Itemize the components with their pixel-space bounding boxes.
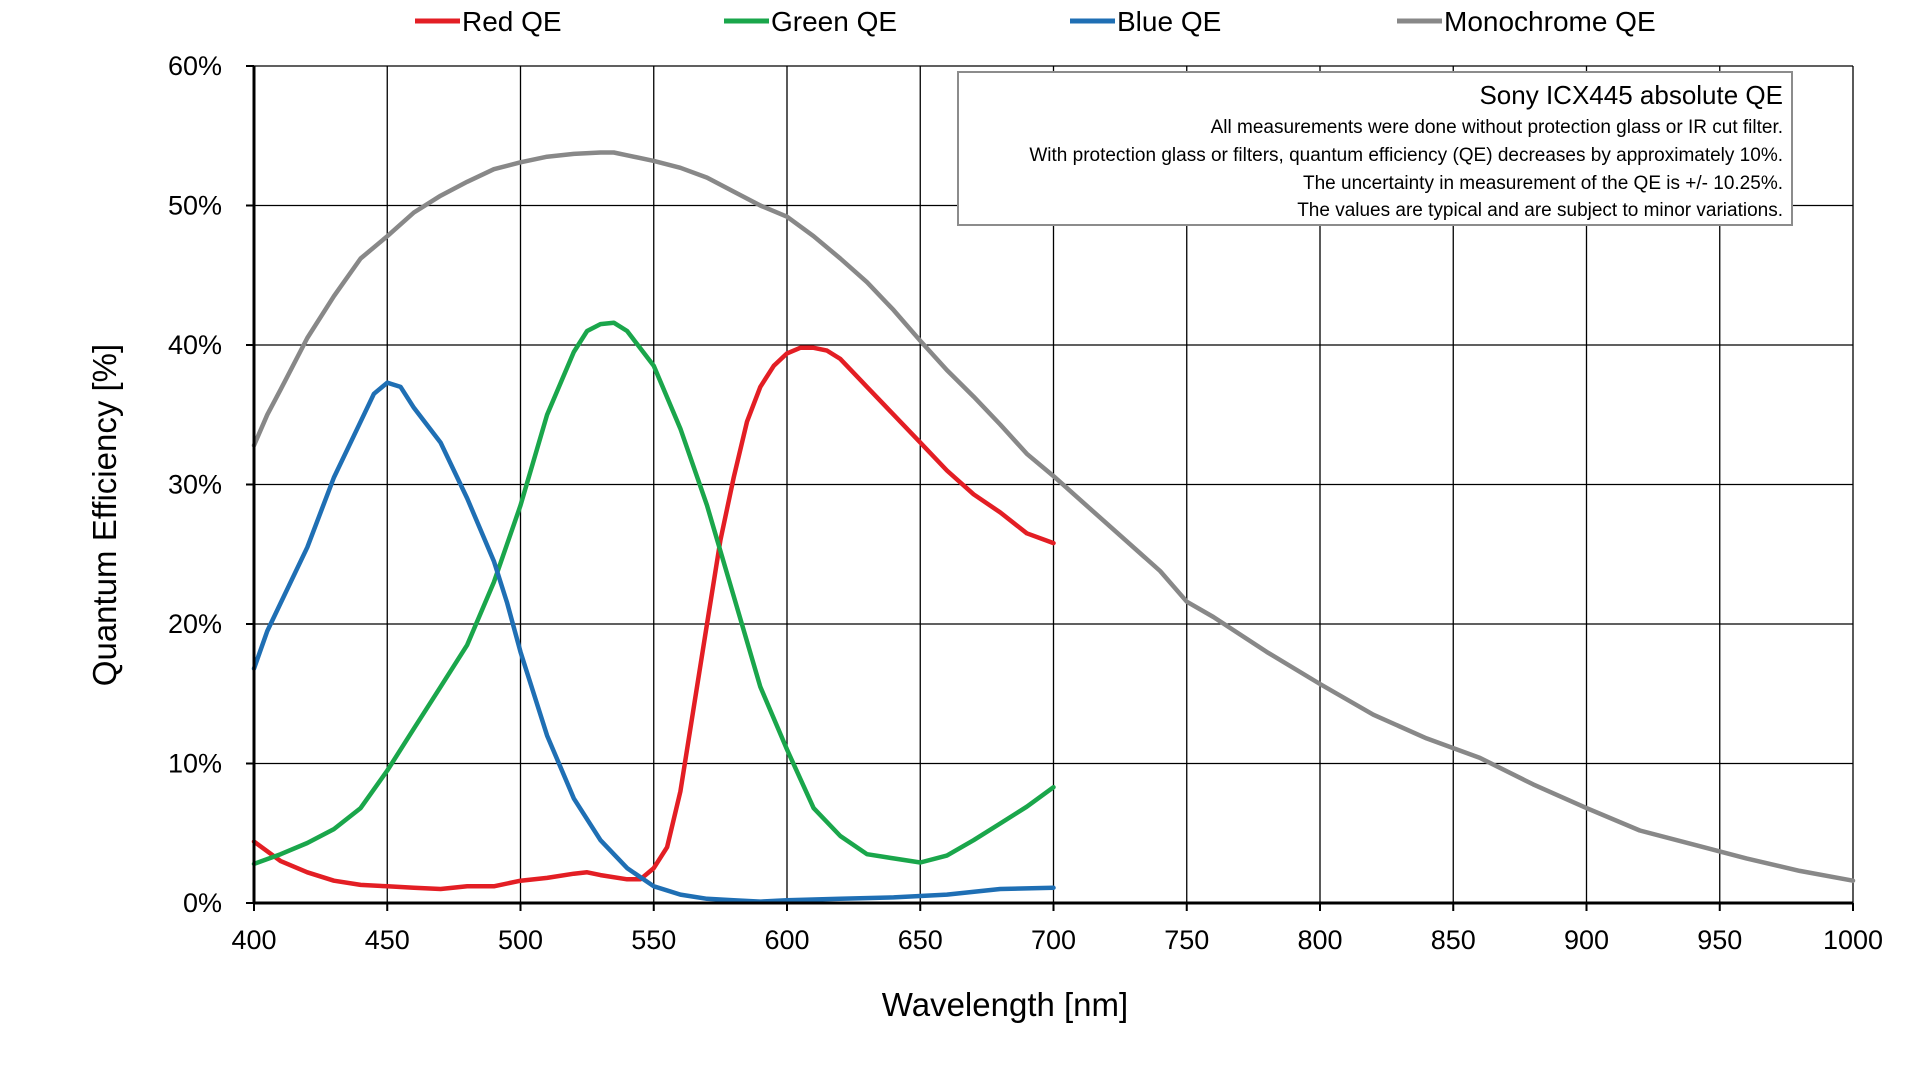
legend-label-monochrome-qe: Monochrome QE <box>1444 6 1656 37</box>
x-tick-label: 400 <box>231 925 276 955</box>
x-tick-label: 550 <box>631 925 676 955</box>
plot-series <box>251 150 1856 904</box>
annotation-line-2: With protection glass or filters, quantu… <box>1029 145 1783 166</box>
annotation-line-3: The uncertainty in measurement of the QE… <box>1303 173 1783 194</box>
annotation-line-4: The values are typical and are subject t… <box>1297 200 1783 221</box>
x-tick-label: 850 <box>1431 925 1476 955</box>
legend-label-blue-qe: Blue QE <box>1117 6 1221 37</box>
y-tick-label: 40% <box>168 330 222 360</box>
monochrome-qe-line <box>251 150 1856 883</box>
x-axis-title: Wavelength [nm] <box>882 986 1128 1023</box>
x-tick-label: 600 <box>764 925 809 955</box>
annotation-frame <box>957 71 1793 226</box>
x-tick-label: 900 <box>1564 925 1609 955</box>
annotation-line-1: All measurements were done without prote… <box>1211 117 1783 138</box>
y-tick-label: 30% <box>168 470 222 500</box>
x-tick-label: 1000 <box>1823 925 1883 955</box>
annotation-box: Sony ICX445 absolute QE All measurements… <box>957 71 1793 226</box>
x-tick-label: 650 <box>898 925 943 955</box>
y-tick-label: 20% <box>168 609 222 639</box>
y-axis-title: Quantum Efficiency [%] <box>86 344 123 686</box>
x-tick-label: 450 <box>365 925 410 955</box>
x-tick-label: 700 <box>1031 925 1076 955</box>
red-qe-line <box>251 345 1056 892</box>
x-tick-label: 950 <box>1697 925 1742 955</box>
legend-label-green-qe: Green QE <box>771 6 897 37</box>
x-tick-label: 800 <box>1297 925 1342 955</box>
x-tick-label: 750 <box>1164 925 1209 955</box>
annotation-title: Sony ICX445 absolute QE <box>1479 80 1783 110</box>
y-tick-label: 10% <box>168 749 222 779</box>
y-tick-label: 50% <box>168 191 222 221</box>
x-tick-label: 500 <box>498 925 543 955</box>
axes: 400 450 500 550 600 650 700 750 800 850 900 950 1000… <box>168 51 1883 955</box>
legend-label-red-qe: Red QE <box>462 6 562 37</box>
y-tick-label: 0% <box>183 888 222 918</box>
legend: Red QE Green QE Blue QE Monochrome QE <box>415 6 1656 37</box>
green-qe-line <box>251 320 1056 867</box>
blue-qe-line <box>251 380 1056 904</box>
y-tick-label: 60% <box>168 51 222 81</box>
